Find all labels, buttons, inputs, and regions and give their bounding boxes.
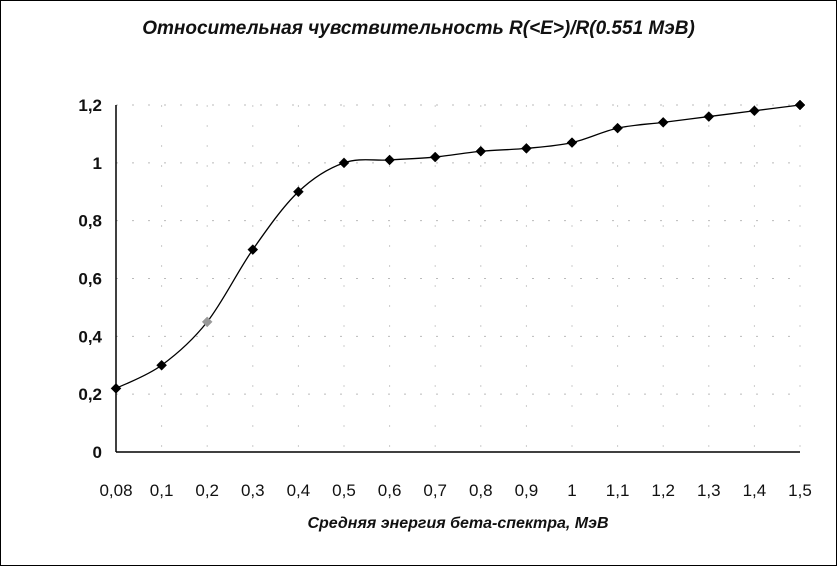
data-point-marker xyxy=(293,186,304,198)
x-tick-label: 0,5 xyxy=(332,481,356,500)
x-tick-label: 1,5 xyxy=(788,481,812,500)
x-tick-label: 0,4 xyxy=(287,481,311,500)
data-point-marker xyxy=(521,143,532,154)
x-tick-label: 1,1 xyxy=(606,481,630,500)
x-tick-label: 0,08 xyxy=(99,481,132,500)
data-point-marker xyxy=(612,122,623,134)
y-tick-label: 0,8 xyxy=(78,212,102,231)
data-point-marker xyxy=(338,157,350,169)
x-tick-label: 1,3 xyxy=(697,481,721,500)
y-tick-label: 0,6 xyxy=(78,270,102,289)
y-tick-label: 0,2 xyxy=(78,385,102,404)
x-tick-label: 1 xyxy=(567,481,576,500)
data-point-marker xyxy=(429,151,441,163)
axes xyxy=(115,105,800,453)
y-tick-label: 0,4 xyxy=(78,327,102,346)
series-lines xyxy=(115,104,801,389)
y-tick-labels: 0 0,2 0,4 0,6 0,8 1 1,2 xyxy=(78,96,102,462)
data-point-marker xyxy=(247,244,259,255)
data-point-marker xyxy=(110,383,122,394)
x-tick-label: 0,8 xyxy=(469,481,493,500)
series-line xyxy=(115,104,801,389)
chart-title: Относительная чувствительность R(<E>)/R(… xyxy=(142,18,695,39)
data-point-marker xyxy=(749,105,760,117)
y-tick-label: 0 xyxy=(93,443,102,462)
y-tick-label: 1 xyxy=(93,154,102,173)
x-tick-label: 0,9 xyxy=(515,481,539,500)
data-point-marker xyxy=(566,137,578,148)
data-point-marker xyxy=(657,116,669,128)
x-tick-labels: 0,08 0,1 0,2 0,3 0,4 0,5 0,6 0,7 0,8 0,9 1 1,1 1,2 1,… xyxy=(99,481,811,500)
x-axis-title: Средняя энергия бета-спектра, МэВ xyxy=(307,515,609,532)
data-point-marker xyxy=(201,316,213,328)
x-tick-label: 0,6 xyxy=(378,481,402,500)
x-tick-label: 1,2 xyxy=(651,481,675,500)
data-markers xyxy=(110,99,806,394)
y-tick-label: 1,2 xyxy=(78,96,102,115)
x-tick-label: 1,4 xyxy=(743,481,767,500)
gridlines xyxy=(116,104,801,452)
x-tick-label: 0,1 xyxy=(150,481,174,500)
x-tick-label: 0,7 xyxy=(423,481,447,500)
data-point-marker xyxy=(384,154,395,166)
x-tick-label: 0,3 xyxy=(241,481,265,500)
data-point-marker xyxy=(703,111,715,122)
data-point-marker xyxy=(794,99,806,111)
x-tick-label: 0,2 xyxy=(195,481,219,500)
data-point-marker xyxy=(156,359,167,371)
data-point-marker xyxy=(475,145,487,157)
